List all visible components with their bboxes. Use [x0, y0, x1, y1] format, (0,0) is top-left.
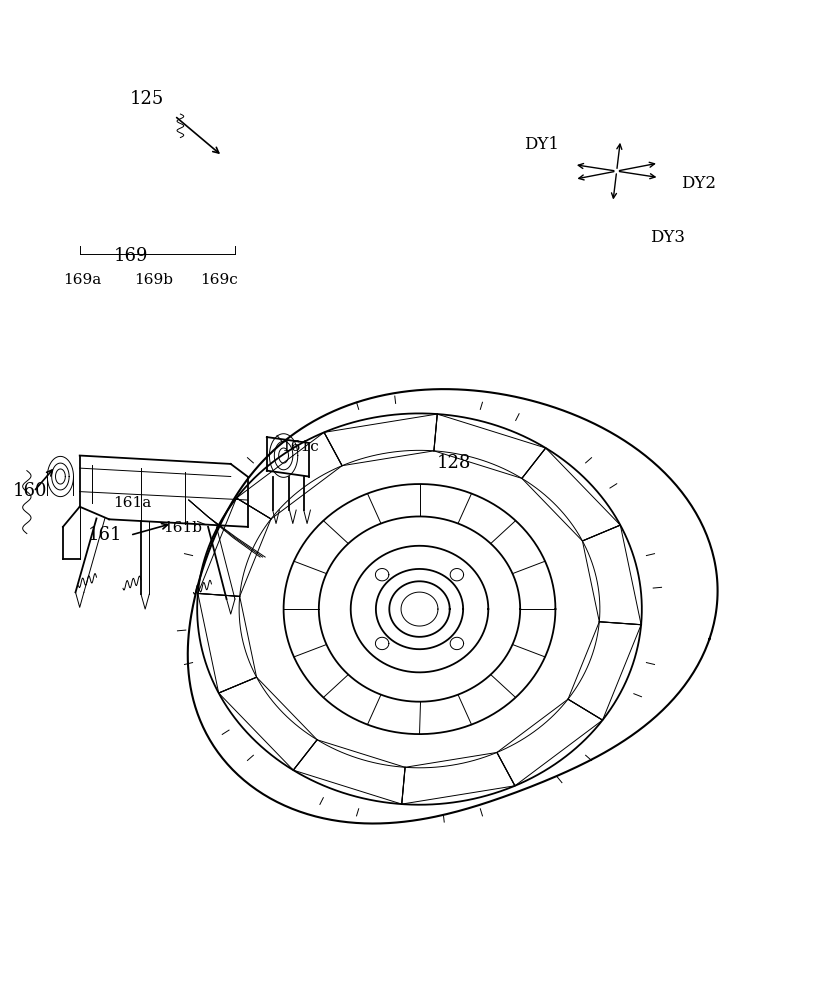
Text: 128: 128	[436, 454, 471, 472]
Text: DY2: DY2	[681, 175, 717, 192]
Text: 161b: 161b	[164, 521, 202, 535]
Text: DY1: DY1	[524, 136, 560, 153]
Text: DY3: DY3	[650, 229, 685, 246]
Text: 125: 125	[130, 90, 164, 108]
Text: 161c: 161c	[281, 440, 319, 454]
Text: 169a: 169a	[63, 273, 102, 287]
Text: 169: 169	[113, 247, 148, 265]
Text: 169c: 169c	[200, 273, 237, 287]
Text: 169b: 169b	[134, 273, 173, 287]
Text: 160: 160	[13, 482, 47, 500]
Text: 161: 161	[88, 526, 122, 544]
Text: 161a: 161a	[113, 496, 152, 510]
